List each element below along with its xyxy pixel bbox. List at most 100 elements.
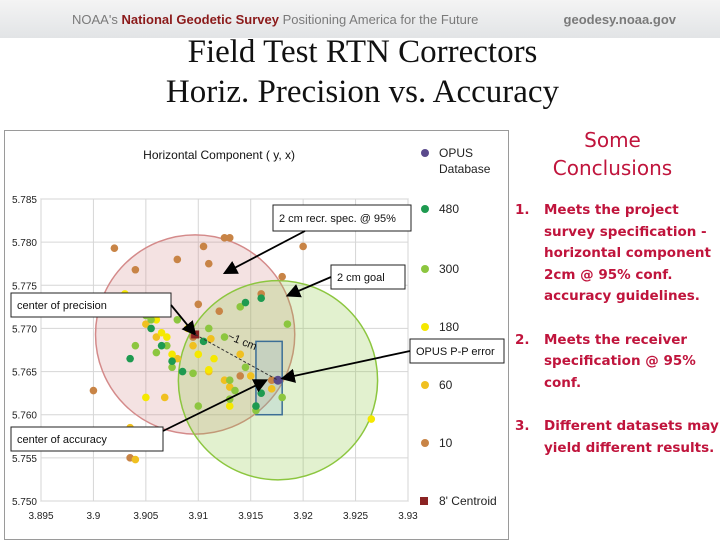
point-s300 bbox=[283, 320, 292, 328]
point-s480 bbox=[199, 337, 208, 346]
x-tick-label: 3.905 bbox=[133, 511, 158, 522]
point-opus bbox=[273, 375, 283, 385]
y-tick-label: 5.760 bbox=[12, 411, 37, 422]
point-s180 bbox=[168, 350, 176, 359]
point-s60 bbox=[142, 320, 150, 328]
point-s300 bbox=[152, 348, 161, 357]
point-s180 bbox=[157, 328, 166, 337]
legend-marker-opus bbox=[421, 149, 429, 157]
chart-panel: 3.895 3.9 3.905 3.91 3.915 3.92 3.925 3.93 5.785… bbox=[4, 130, 509, 540]
conclusion-item: 2. Meets the receiver specification @ 95%… bbox=[515, 330, 720, 395]
conclusion-item: 1. Meets the project survey specification… bbox=[515, 200, 720, 308]
callout-box-spec95 bbox=[272, 204, 412, 232]
point-s180 bbox=[225, 402, 234, 410]
conclusion-number: 2. bbox=[515, 331, 530, 348]
y-tick-label: 5.785 bbox=[12, 195, 37, 206]
org-name: NOAA's National Geodetic Survey Position… bbox=[72, 12, 478, 27]
legend-marker-s300 bbox=[421, 265, 429, 273]
point-s300 bbox=[163, 341, 171, 350]
point-s480 bbox=[241, 298, 250, 307]
callout-box-cacc bbox=[10, 426, 164, 452]
arrow-cacc bbox=[162, 379, 269, 432]
page-title: Field Test RTN Correctors Horiz. Precisi… bbox=[0, 32, 720, 112]
callout-text-cprec: center of precision bbox=[17, 300, 107, 312]
x-tick-label: 3.925 bbox=[343, 511, 368, 522]
conclusion-item: 3. Different datasets may yield different… bbox=[515, 416, 720, 459]
legend-label-centroid: 8' Centroid bbox=[439, 494, 497, 508]
callout-box-goal bbox=[330, 264, 406, 290]
point-s480 bbox=[257, 389, 265, 397]
legend-label-s180: 180 bbox=[439, 320, 459, 334]
arrow-spec95 bbox=[222, 230, 306, 275]
point-s180 bbox=[204, 366, 213, 374]
point-s300 bbox=[236, 303, 245, 311]
point-s180 bbox=[152, 316, 161, 324]
conclusion-text: Meets the receiver specification @ 95% c… bbox=[544, 331, 696, 391]
point-s480 bbox=[252, 402, 260, 410]
point-s180 bbox=[163, 333, 171, 341]
point-s300 bbox=[231, 386, 239, 395]
point-s10 bbox=[225, 234, 234, 242]
legend-label-s300: 300 bbox=[439, 262, 459, 276]
callout-text-opuserr: OPUS P-P error bbox=[416, 346, 495, 358]
point-s10 bbox=[278, 272, 286, 281]
callout-text-goal: 2 cm goal bbox=[337, 272, 385, 284]
point-s60 bbox=[189, 341, 197, 350]
org-tagline: Positioning America for the Future bbox=[282, 12, 479, 27]
point-s300 bbox=[204, 324, 213, 333]
point-s480 bbox=[168, 357, 176, 366]
legend-marker-s480 bbox=[421, 205, 429, 213]
legend-label-s480: 480 bbox=[439, 202, 459, 216]
point-s60 bbox=[220, 376, 229, 384]
point-s10 bbox=[236, 372, 245, 380]
point-s60 bbox=[152, 333, 161, 341]
conclusion-number: 1. bbox=[515, 202, 530, 218]
point-s300 bbox=[225, 376, 234, 384]
point-s180 bbox=[210, 354, 218, 363]
point-s180 bbox=[194, 350, 203, 359]
arrow-opuserr bbox=[280, 350, 411, 383]
legend-label-s10: 10 bbox=[439, 436, 453, 450]
x-tick-label: 3.895 bbox=[28, 511, 53, 522]
y-tick-label: 5.755 bbox=[12, 454, 37, 465]
arrow-cprec bbox=[170, 304, 197, 336]
site-url[interactable]: geodesy.noaa.gov bbox=[563, 12, 676, 27]
point-s480 bbox=[178, 367, 187, 376]
point-s480 bbox=[157, 341, 166, 350]
callout-text-spec95: 2 cm recr. spec. @ 95% bbox=[279, 213, 396, 225]
x-tick-label: 3.92 bbox=[293, 511, 313, 522]
point-s300 bbox=[189, 369, 197, 378]
conclusions-list: 1. Meets the project survey specification… bbox=[515, 200, 720, 481]
y-tick-label: 5.770 bbox=[12, 324, 37, 335]
point-s10 bbox=[215, 307, 224, 315]
y-tick-label: 5.765 bbox=[12, 368, 37, 379]
legend-marker-centroid bbox=[420, 497, 428, 505]
point-s60 bbox=[160, 393, 169, 402]
org-title: National Geodetic Survey bbox=[121, 12, 279, 27]
point-s10 bbox=[131, 265, 140, 274]
org-prefix: NOAA's bbox=[72, 12, 118, 27]
y-tick-label: 5.750 bbox=[12, 497, 37, 508]
arrow-goal bbox=[285, 276, 332, 298]
point-s10 bbox=[220, 234, 229, 242]
legend-marker-s10 bbox=[421, 439, 429, 447]
conclusion-text: Different datasets may yield different r… bbox=[544, 418, 719, 456]
callout-box-opuserr bbox=[409, 338, 505, 364]
title-line-1: Field Test RTN Correctors bbox=[187, 34, 538, 70]
legend-label-s60: 60 bbox=[439, 378, 453, 392]
point-s480 bbox=[126, 354, 134, 363]
callout-text-cacc: center of accuracy bbox=[17, 434, 107, 446]
point-s10 bbox=[299, 242, 307, 251]
point-s300 bbox=[147, 316, 155, 324]
point-s60 bbox=[207, 334, 215, 343]
x-tick-label: 3.9 bbox=[86, 511, 100, 522]
point-s480 bbox=[257, 294, 265, 303]
point-s300 bbox=[241, 363, 250, 372]
legend-label-opus: OPUS bbox=[439, 146, 473, 160]
point-s480 bbox=[147, 324, 155, 333]
point-s10 bbox=[199, 242, 208, 251]
point-s300 bbox=[278, 393, 286, 402]
point-s10 bbox=[267, 376, 276, 384]
point-s60 bbox=[246, 372, 255, 380]
point-s300 bbox=[131, 341, 140, 350]
